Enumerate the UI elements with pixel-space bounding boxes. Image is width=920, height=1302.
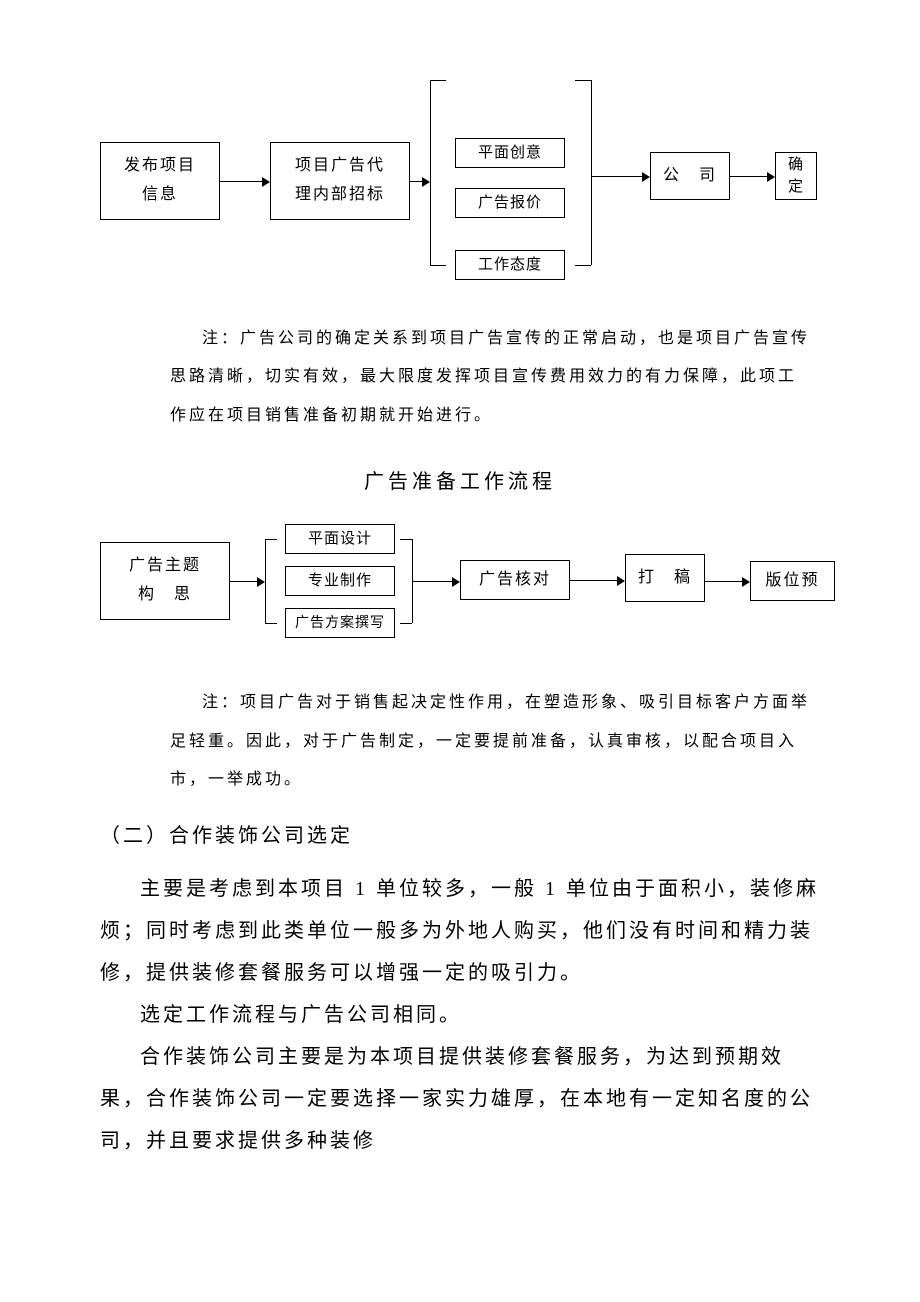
bracket-line — [265, 623, 277, 624]
bracket-line — [430, 265, 446, 266]
arrow-head-icon — [422, 177, 430, 187]
page: 发布项目信息项目广告代理内部招标 平面创意广告报价工作态度 公 司确定 注：广告公司… — [0, 0, 920, 1302]
arrow-line — [412, 581, 452, 582]
arrow-line — [570, 580, 617, 581]
arrow-line — [410, 181, 422, 182]
arrow-line — [730, 176, 767, 177]
flowchart-node: 平面设计 — [285, 524, 395, 554]
body-paragraph: 合作装饰公司主要是为本项目提供装修套餐服务，为达到预期效果，合作装饰公司一定要选… — [100, 1036, 820, 1162]
flowchart-node: 公 司 — [650, 152, 730, 200]
section-title: 广告准备工作流程 — [100, 465, 820, 494]
arrow-head-icon — [767, 172, 775, 182]
heading-section-2: （二）合作装饰公司选定 — [100, 819, 820, 848]
bracket-line — [265, 539, 266, 623]
arrow-line — [591, 176, 642, 177]
bracket-line — [430, 80, 431, 265]
flowchart-node: 项目广告代理内部招标 — [270, 142, 410, 220]
bracket-line — [591, 80, 592, 265]
flowchart-node: 确定 — [775, 152, 817, 200]
flowchart-node: 发布项目信息 — [100, 142, 220, 220]
flowchart-ad-preparation: 广告主题构 思平面设计专业制作广告方案撰写广告核对打 稿版位预 — [100, 524, 820, 644]
flowchart-node: 广告报价 — [455, 188, 565, 218]
flowchart-node: 广告核对 — [460, 560, 570, 600]
body-paragraph: 主要是考虑到本项目 1 单位较多，一般 1 单位由于面积小，装修麻烦；同时考虑到… — [100, 868, 820, 994]
body-text: 主要是考虑到本项目 1 单位较多，一般 1 单位由于面积小，装修麻烦；同时考虑到… — [100, 868, 820, 1162]
note-2: 注：项目广告对于销售起决定性作用，在塑造形象、吸引目标客户方面举足轻重。因此，对… — [170, 684, 810, 799]
bracket-line — [400, 623, 412, 624]
flowchart-node: 工作态度 — [455, 250, 565, 280]
bracket-line — [575, 265, 591, 266]
flowchart-node: 版位预 — [750, 561, 835, 601]
arrow-line — [220, 181, 262, 182]
flowchart-node: 平面创意 — [455, 138, 565, 168]
bracket-line — [265, 539, 277, 540]
flowchart-node: 广告方案撰写 — [285, 608, 395, 638]
arrow-head-icon — [262, 177, 270, 187]
bracket-line — [430, 80, 446, 81]
flowchart-ad-company-selection: 发布项目信息项目广告代理内部招标 平面创意广告报价工作态度 公 司确定 — [100, 80, 820, 280]
flowchart-node: 专业制作 — [285, 566, 395, 596]
flowchart-node: 打 稿 — [625, 554, 705, 602]
arrow-line — [230, 581, 257, 582]
flowchart-node: 广告主题构 思 — [100, 542, 230, 620]
bracket-line — [575, 80, 591, 81]
arrow-line — [705, 581, 742, 582]
arrow-head-icon — [452, 577, 460, 587]
note-1: 注：广告公司的确定关系到项目广告宣传的正常启动，也是项目广告宣传思路清晰，切实有… — [170, 320, 810, 435]
arrow-head-icon — [642, 172, 650, 182]
bracket-line — [400, 539, 412, 540]
arrow-head-icon — [742, 577, 750, 587]
arrow-head-icon — [257, 577, 265, 587]
body-paragraph: 选定工作流程与广告公司相同。 — [100, 994, 820, 1036]
arrow-head-icon — [617, 576, 625, 586]
